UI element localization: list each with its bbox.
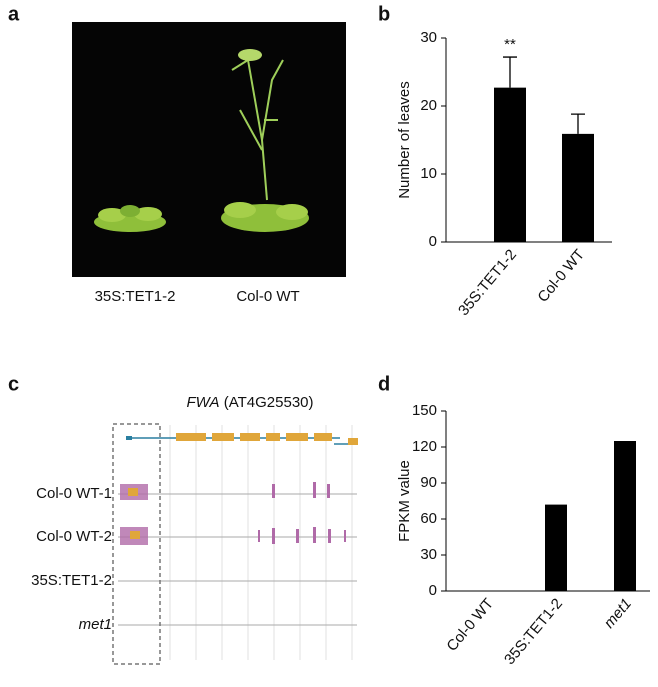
gene-title: FWA (AT4G25530) bbox=[187, 394, 314, 411]
plant-photo bbox=[72, 22, 346, 277]
plant-flowering bbox=[221, 49, 309, 232]
y-tick-label: 30 bbox=[420, 546, 437, 563]
x-tick-label: 35S:TET1-2 bbox=[455, 246, 520, 319]
genome-browser bbox=[112, 423, 358, 665]
bar bbox=[494, 87, 526, 242]
error-bar bbox=[503, 56, 517, 88]
bar bbox=[562, 133, 594, 242]
y-tick-label: 150 bbox=[412, 402, 437, 419]
panel-label: c bbox=[8, 373, 19, 395]
photo-caption: Col-0 WT bbox=[236, 288, 299, 305]
track-label: met1 bbox=[79, 616, 112, 633]
bar bbox=[614, 441, 636, 591]
x-tick-label: Col-0 WT bbox=[443, 595, 497, 654]
photo-caption: 35S:TET1-2 bbox=[95, 288, 176, 305]
plant-rosette bbox=[94, 205, 166, 232]
y-tick-label: 90 bbox=[420, 474, 437, 491]
track-label: 35S:TET1-2 bbox=[31, 572, 112, 589]
y-tick-label: 10 bbox=[420, 165, 437, 182]
error-bar bbox=[571, 113, 585, 134]
y-axis-label: FPKM value bbox=[396, 460, 413, 542]
x-tick-label: 35S:TET1-2 bbox=[501, 595, 566, 668]
y-tick-label: 20 bbox=[420, 97, 437, 114]
y-tick-label: 120 bbox=[412, 438, 437, 455]
track-label: Col-0 WT-1 bbox=[36, 485, 112, 502]
x-tick-label: Col-0 WT bbox=[534, 246, 588, 305]
y-tick-label: 30 bbox=[420, 29, 437, 46]
y-axis-label: Number of leaves bbox=[396, 81, 413, 199]
gene-name: FWA bbox=[187, 394, 220, 411]
y-tick-label: 60 bbox=[420, 510, 437, 527]
x-tick-label: met1 bbox=[601, 595, 635, 631]
track-label: Col-0 WT-2 bbox=[36, 528, 112, 545]
significance: ** bbox=[504, 36, 516, 53]
y-tick-label: 0 bbox=[429, 582, 437, 599]
bar bbox=[545, 504, 567, 591]
y-tick-label: 0 bbox=[429, 233, 437, 250]
panel-label: d bbox=[378, 373, 390, 395]
panel-label: b bbox=[378, 3, 390, 25]
panel-label: a bbox=[8, 3, 20, 25]
gene-id: (AT4G25530) bbox=[224, 394, 314, 411]
